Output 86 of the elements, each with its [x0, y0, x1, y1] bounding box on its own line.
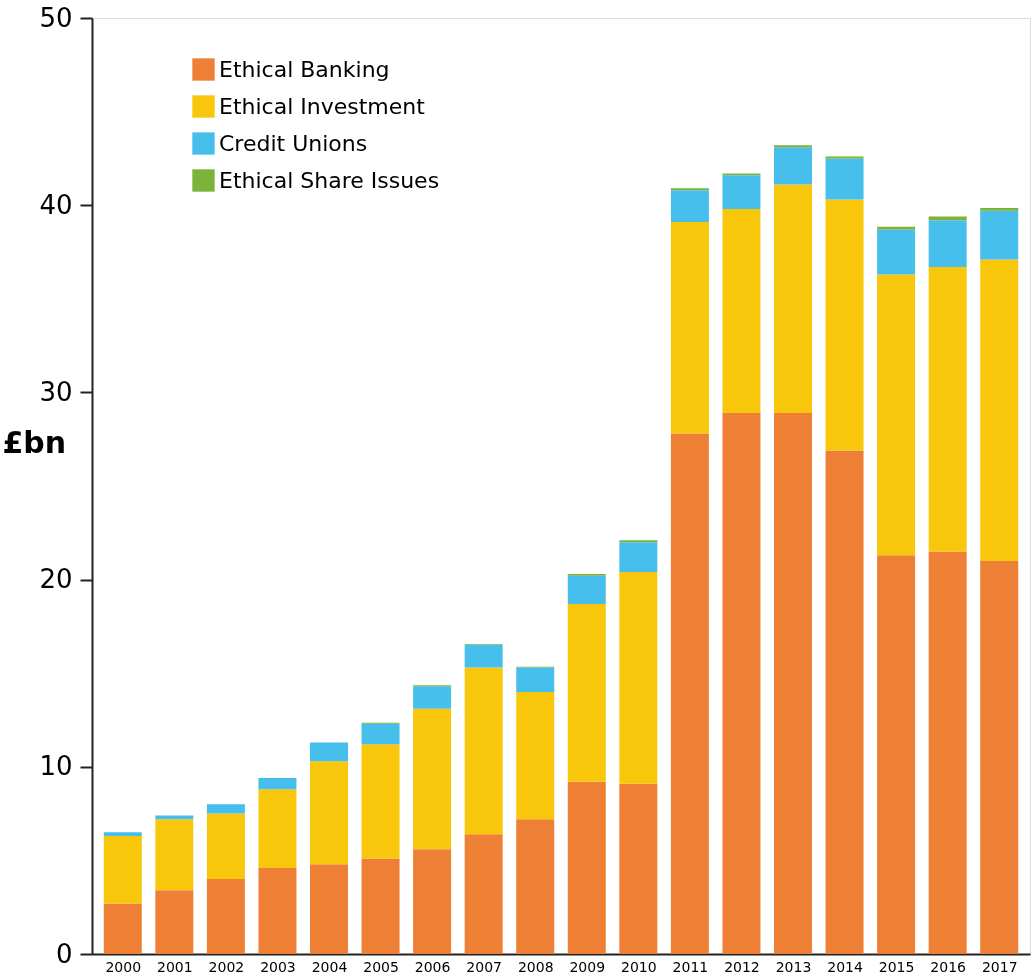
bar: [464, 834, 503, 954]
x-tick-label: 2004: [311, 958, 348, 975]
bar: [670, 222, 709, 434]
bar: [567, 781, 606, 954]
bar: [877, 555, 916, 954]
bar: [928, 216, 967, 221]
bar: [567, 575, 606, 604]
x-tick-label: 2000: [105, 958, 142, 975]
bar: [567, 603, 606, 782]
bar: [877, 229, 916, 275]
bar: [516, 819, 555, 954]
bar: [258, 789, 297, 868]
bar: [670, 433, 709, 954]
bar: [825, 199, 864, 451]
bar: [980, 208, 1019, 211]
x-tick-label: 2016: [930, 958, 967, 975]
bar: [206, 813, 245, 880]
bar: [774, 147, 812, 185]
bar: [103, 832, 142, 837]
bar: [619, 542, 658, 573]
bar: [980, 210, 1019, 260]
y-axis-title: £bn: [2, 424, 67, 460]
bar: [516, 691, 555, 820]
bar: [877, 274, 916, 556]
y-tick-label: 30: [39, 376, 73, 407]
bar: [619, 783, 658, 954]
x-tick-label: 2011: [672, 958, 709, 975]
bar: [774, 412, 812, 954]
bar: [722, 175, 761, 209]
bar: [464, 645, 503, 668]
bar: [877, 226, 916, 230]
bar: [825, 158, 864, 200]
bar: [258, 867, 297, 954]
x-tick-label: 2006: [414, 958, 451, 975]
y-tick-label: 40: [39, 189, 73, 220]
bar: [516, 667, 555, 692]
bar: [928, 266, 967, 552]
bar: [619, 572, 658, 784]
x-tick-label: 2009: [569, 958, 606, 975]
bar: [825, 450, 864, 954]
bar: [155, 819, 194, 891]
bar: [980, 259, 1019, 561]
bar: [310, 742, 348, 762]
bar: [310, 761, 348, 865]
bar: [928, 551, 967, 954]
bar: [361, 723, 400, 745]
bar: [361, 744, 400, 859]
bar: [310, 864, 348, 954]
y-tick-label: 0: [55, 938, 73, 969]
legend-label: Credit Unions: [219, 130, 368, 156]
x-tick-label: 2001: [157, 958, 193, 975]
y-tick-label: 10: [39, 751, 73, 782]
bar: [722, 412, 761, 954]
y-tick-label: 20: [39, 564, 73, 595]
x-tick-label: 2007: [466, 958, 502, 975]
x-tick-label: 2017: [981, 958, 1018, 975]
bar: [413, 708, 452, 850]
legend-label: Ethical Share Issues: [219, 167, 440, 193]
x-tick-label: 2005: [363, 958, 399, 975]
bar: [980, 560, 1019, 954]
x-tick-label: 2003: [260, 958, 296, 975]
bar: [258, 778, 297, 790]
bar: [774, 184, 812, 413]
x-tick-label: 2008: [517, 958, 554, 975]
x-tick-label: 2015: [878, 958, 915, 975]
bar: [670, 190, 709, 223]
x-tick-label: 2010: [621, 958, 657, 975]
bar: [155, 815, 194, 820]
legend-label: Ethical Banking: [219, 56, 390, 82]
bar: [206, 804, 245, 814]
bar: [413, 686, 452, 709]
bar: [103, 836, 142, 904]
bar: [155, 890, 194, 954]
legend-label: Ethical Investment: [219, 93, 426, 119]
x-tick-label: 2014: [827, 958, 863, 975]
x-tick-label: 2012: [724, 958, 760, 975]
bar: [413, 849, 452, 954]
x-tick-label: 2013: [775, 958, 812, 975]
bar: [103, 903, 142, 954]
y-tick-label: 50: [39, 2, 73, 33]
x-tick-label: 2002: [208, 958, 245, 975]
bar: [722, 208, 761, 413]
bar: [361, 858, 400, 954]
bar: [464, 667, 503, 835]
bar: [928, 220, 967, 267]
bar: [206, 879, 245, 954]
